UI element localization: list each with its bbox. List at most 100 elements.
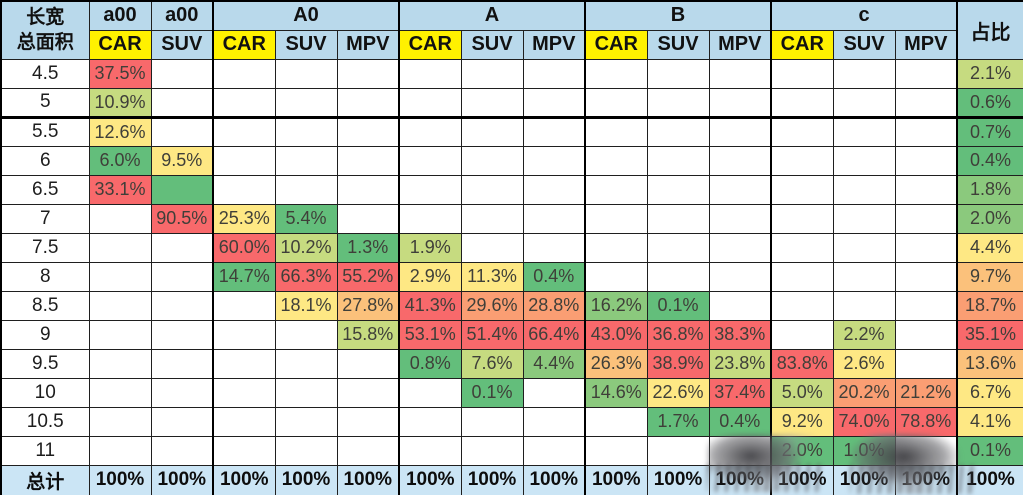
empty-cell	[150, 232, 214, 263]
column-subheader: MPV	[894, 29, 958, 60]
value-cell: 9.2%	[770, 406, 834, 437]
value-cell: 0.4%	[708, 406, 772, 437]
empty-cell	[894, 58, 958, 89]
data-row: 10 0.1% 14.6% 22.6% 37.4% 5.0% 20.2% 21.2% 6.7%	[0, 377, 1023, 408]
empty-cell	[832, 116, 896, 147]
empty-cell	[88, 232, 152, 263]
empty-cell	[336, 87, 400, 119]
empty-cell	[832, 290, 896, 321]
empty-cell	[646, 232, 710, 263]
value-cell: 14.7%	[212, 261, 276, 292]
value-cell: 33.1%	[88, 174, 152, 205]
empty-cell	[398, 87, 462, 119]
value-cell: 23.8%	[708, 348, 772, 379]
empty-cell	[274, 174, 338, 205]
value-cell: 1.9%	[398, 232, 462, 263]
row-label: 8	[0, 261, 90, 292]
empty-cell	[522, 435, 586, 466]
value-cell: 18.1%	[274, 290, 338, 321]
value-cell: 60.0%	[212, 232, 276, 263]
column-subheader: CAR	[212, 29, 276, 60]
share-cell: 13.6%	[956, 348, 1023, 379]
empty-cell	[894, 116, 958, 147]
empty-cell	[522, 203, 586, 234]
total-cell: 100%	[212, 464, 276, 495]
share-cell: 4.1%	[956, 406, 1023, 437]
value-cell: 43.0%	[584, 319, 648, 350]
empty-cell	[336, 145, 400, 176]
value-cell: 29.6%	[460, 290, 524, 321]
value-cell: 4.4%	[522, 348, 586, 379]
column-group-header: B	[584, 0, 772, 31]
data-row: 7 90.5% 25.3% 5.4% 2.0%	[0, 203, 1023, 234]
empty-cell	[150, 290, 214, 321]
empty-cell	[832, 145, 896, 176]
value-cell: 55.2%	[336, 261, 400, 292]
total-cell: 100%	[894, 464, 958, 495]
value-cell: 83.8%	[770, 348, 834, 379]
empty-cell	[398, 203, 462, 234]
total-label: 总计	[0, 464, 90, 495]
total-cell: 100%	[398, 464, 462, 495]
column-subheader: MPV	[336, 29, 400, 60]
empty-cell	[88, 203, 152, 234]
value-cell: 11.3%	[460, 261, 524, 292]
data-row: 10.5 1.7% 0.4% 9.2% 74.0% 78.8% 4.1%	[0, 406, 1023, 437]
empty-cell	[398, 174, 462, 205]
empty-cell	[770, 58, 834, 89]
empty-cell	[770, 87, 834, 119]
corner-header: 长宽 总面积	[0, 0, 90, 60]
value-cell: 2.0%	[770, 435, 834, 466]
empty-cell	[522, 58, 586, 89]
empty-cell	[894, 435, 958, 466]
corner-line1: 长宽	[26, 6, 65, 28]
empty-cell	[274, 145, 338, 176]
empty-cell	[522, 232, 586, 263]
row-label: 7.5	[0, 232, 90, 263]
data-row: 9 15.8% 53.1% 51.4% 66.4% 43.0% 36.8% 38.3% 2.2%…	[0, 319, 1023, 350]
share-cell: 0.4%	[956, 145, 1023, 176]
row-label: 11	[0, 435, 90, 466]
column-subheader: SUV	[460, 29, 524, 60]
row-label: 4.5	[0, 58, 90, 89]
share-cell: 0.1%	[956, 435, 1023, 466]
empty-cell	[584, 58, 648, 89]
empty-cell	[398, 435, 462, 466]
empty-cell	[522, 406, 586, 437]
data-row: 5.5 12.6% 0.7%	[0, 116, 1023, 147]
empty-cell	[212, 116, 276, 147]
row-label: 5	[0, 87, 90, 119]
empty-cell	[88, 290, 152, 321]
empty-cell	[150, 348, 214, 379]
empty-cell	[646, 435, 710, 466]
total-cell: 100%	[274, 464, 338, 495]
value-cell: 36.8%	[646, 319, 710, 350]
empty-cell	[460, 58, 524, 89]
empty-cell	[708, 145, 772, 176]
value-cell: 26.3%	[584, 348, 648, 379]
total-cell: 100%	[956, 464, 1023, 495]
empty-cell	[274, 348, 338, 379]
empty-cell	[150, 116, 214, 147]
empty-cell	[150, 406, 214, 437]
empty-cell	[522, 87, 586, 119]
empty-cell	[708, 174, 772, 205]
total-cell: 100%	[646, 464, 710, 495]
empty-cell	[708, 261, 772, 292]
empty-cell	[708, 116, 772, 147]
column-group-header: a00	[150, 0, 214, 31]
empty-cell	[460, 116, 524, 147]
empty-cell	[832, 261, 896, 292]
value-cell: 21.2%	[894, 377, 958, 408]
value-cell: 1.0%	[832, 435, 896, 466]
empty-cell	[336, 406, 400, 437]
empty-cell	[274, 406, 338, 437]
empty-cell	[88, 435, 152, 466]
empty-cell	[336, 435, 400, 466]
empty-cell	[584, 145, 648, 176]
empty-cell	[584, 406, 648, 437]
empty-cell	[770, 261, 834, 292]
empty-cell	[460, 406, 524, 437]
empty-cell	[584, 87, 648, 119]
